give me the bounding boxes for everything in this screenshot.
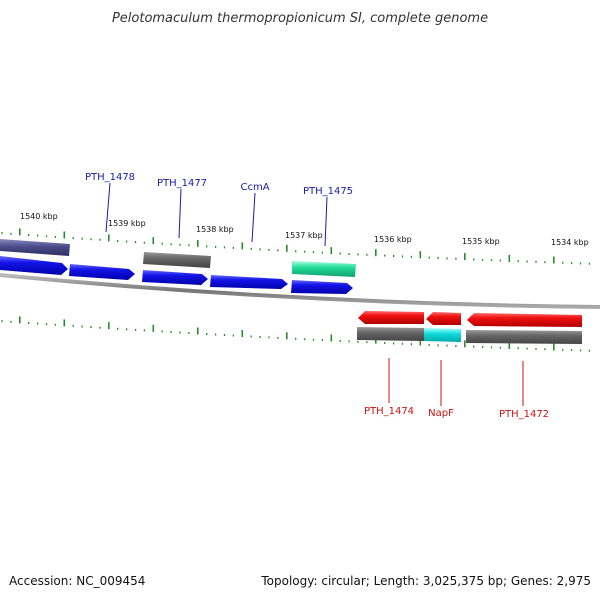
upper-tick-marks <box>1 228 591 265</box>
reverse-leader-lines <box>388 358 524 406</box>
gene-label-ccma[interactable]: CcmA <box>240 182 269 193</box>
green-feature-pth1475[interactable] <box>292 261 356 277</box>
kbp-marker: 1534 kbp <box>551 238 589 247</box>
forward-leader-lines <box>105 182 328 247</box>
gene-label-napf[interactable]: NapF <box>428 408 454 419</box>
kbp-marker: 1535 kbp <box>462 237 500 246</box>
kbp-marker: 1536 kbp <box>374 235 412 244</box>
cds-arrow-forward[interactable] <box>69 264 135 280</box>
cds-arrow-reverse[interactable] <box>358 311 424 324</box>
cyan-feature-napf[interactable] <box>424 328 461 342</box>
cds-arrow-forward[interactable] <box>0 256 68 275</box>
accession-text: Accession: NC_009454 <box>9 574 145 588</box>
cds-arrow-reverse[interactable] <box>426 312 461 325</box>
purple-feature[interactable] <box>0 239 70 256</box>
kbp-marker: 1538 kbp <box>196 225 234 234</box>
genome-title: Pelotomaculum thermopropionicum SI, comp… <box>112 11 488 26</box>
cds-arrow-forward[interactable] <box>210 275 288 289</box>
cds-arrow-forward[interactable] <box>142 270 208 285</box>
kbp-marker: 1540 kbp <box>20 212 58 221</box>
kbp-marker: 1539 kbp <box>108 219 146 228</box>
gene-label-pth1475[interactable]: PTH_1475 <box>303 186 353 197</box>
gene-label-pth1472[interactable]: PTH_1472 <box>499 409 549 420</box>
gray-feature-pth1472[interactable] <box>466 330 582 344</box>
gene-label-pth1478[interactable]: PTH_1478 <box>85 172 135 183</box>
gene-label-pth1477[interactable]: PTH_1477 <box>157 178 207 189</box>
topology-text: Topology: circular; Length: 3,025,375 bp… <box>260 574 591 588</box>
gray-feature-pth1474[interactable] <box>357 327 424 341</box>
gene-label-pth1474[interactable]: PTH_1474 <box>364 406 414 417</box>
gray-feature-pth1477[interactable] <box>143 252 211 268</box>
genome-backbone <box>0 273 600 309</box>
lower-tick-marks <box>1 316 591 352</box>
kbp-marker: 1537 kbp <box>285 231 323 240</box>
cds-arrow-forward[interactable] <box>291 280 353 294</box>
cds-arrow-reverse[interactable] <box>467 313 582 327</box>
